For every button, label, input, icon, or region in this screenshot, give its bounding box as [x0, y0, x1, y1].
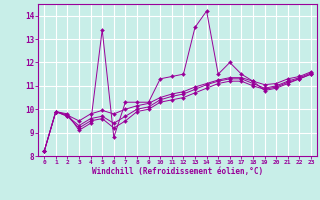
X-axis label: Windchill (Refroidissement éolien,°C): Windchill (Refroidissement éolien,°C) [92, 167, 263, 176]
